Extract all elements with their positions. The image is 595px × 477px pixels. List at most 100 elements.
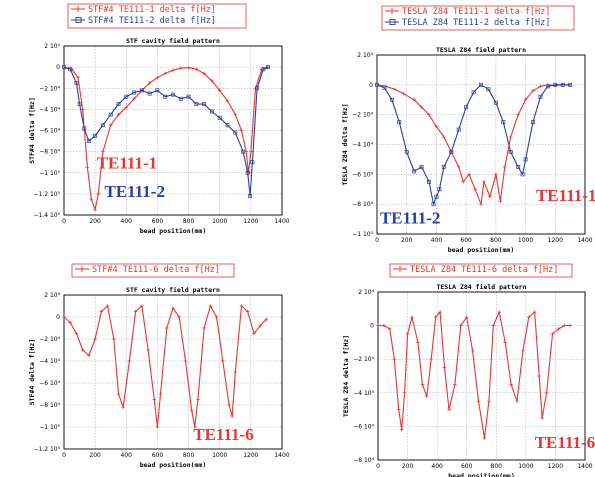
x-tick-label: 1000 xyxy=(212,218,227,225)
data-point xyxy=(163,94,168,99)
legend-marker xyxy=(79,266,85,272)
data-point xyxy=(531,120,535,125)
plot-frame xyxy=(376,54,586,235)
data-point xyxy=(537,374,541,378)
data-point xyxy=(404,150,409,154)
legend: TESLA Z84 TE111-6 delta f[Hz] xyxy=(389,263,573,278)
data-point xyxy=(538,94,543,99)
data-point xyxy=(74,331,79,336)
y-tick-label: −6 10⁴ xyxy=(352,171,373,178)
data-point xyxy=(189,408,194,413)
x-tick-label: 0 xyxy=(62,452,66,459)
data-point xyxy=(76,75,80,80)
data-point xyxy=(429,357,434,361)
y-tick-label: −1.4 10⁵ xyxy=(33,212,60,219)
x-tick-label: 200 xyxy=(402,463,414,470)
y-tick-label: −6 10⁴ xyxy=(353,423,374,430)
data-point xyxy=(392,357,397,361)
y-tick-label: −4 10⁴ xyxy=(39,106,60,113)
data-point xyxy=(196,397,200,402)
data-point xyxy=(532,310,537,314)
data-point xyxy=(498,199,503,203)
data-point xyxy=(89,197,94,201)
data-point xyxy=(233,112,238,117)
data-point xyxy=(193,425,197,429)
data-point xyxy=(401,91,406,96)
data-point xyxy=(264,317,269,321)
legend-box xyxy=(389,263,573,278)
y-tick-label: −2 10⁴ xyxy=(39,336,60,343)
series-2 xyxy=(62,65,270,198)
data-point xyxy=(155,425,160,429)
data-point xyxy=(397,120,402,125)
y-tick-label: −4 10⁴ xyxy=(39,358,60,365)
data-point xyxy=(171,306,175,310)
legend-box xyxy=(71,263,235,278)
data-point xyxy=(550,332,555,336)
data-point xyxy=(508,135,513,139)
y-tick-label: −8 10⁴ xyxy=(39,149,60,156)
data-point xyxy=(87,353,91,358)
data-point xyxy=(540,416,544,420)
annotation-label: TE111-1 xyxy=(536,186,595,205)
data-point xyxy=(560,82,565,87)
data-point xyxy=(488,194,492,199)
legend-marker xyxy=(397,266,403,272)
data-point xyxy=(217,115,222,120)
data-point xyxy=(501,120,506,125)
legend-label: TESLA Z84 TE111-1 delta f[Hz] xyxy=(402,7,550,17)
data-point xyxy=(249,149,253,154)
x-tick-label: 1200 xyxy=(548,463,563,470)
data-point xyxy=(217,88,222,93)
data-point xyxy=(491,323,496,328)
y-tick-label: −2 10⁴ xyxy=(39,85,60,92)
data-point xyxy=(464,315,469,319)
data-point xyxy=(178,96,183,101)
x-axis-label: bead position(mm) xyxy=(140,461,207,469)
data-point xyxy=(93,337,97,341)
data-point xyxy=(68,320,73,325)
x-tick-label: 800 xyxy=(183,218,195,225)
data-point xyxy=(538,84,543,89)
data-point xyxy=(252,331,256,336)
y-tick-label: −4 10⁴ xyxy=(353,390,374,397)
y-tick-label: −8 10⁴ xyxy=(39,402,60,409)
data-point xyxy=(93,207,97,212)
data-point xyxy=(80,348,85,352)
data-point xyxy=(449,150,454,154)
data-point xyxy=(479,82,483,87)
data-point xyxy=(80,107,85,112)
data-point xyxy=(424,394,429,398)
data-point xyxy=(210,79,214,83)
data-point xyxy=(461,179,465,184)
y-tick-label: −2 10⁴ xyxy=(352,112,373,119)
data-point xyxy=(419,105,424,110)
chart-title: TESLA Z84 field pattern xyxy=(436,46,526,54)
data-point xyxy=(375,82,379,87)
data-point xyxy=(476,399,481,403)
data-point xyxy=(186,94,191,99)
legend-marker xyxy=(389,8,395,14)
x-tick-label: 400 xyxy=(121,452,133,459)
data-point xyxy=(121,405,125,409)
y-tick-label: −8 10⁴ xyxy=(353,457,374,464)
data-point xyxy=(508,150,513,154)
data-point xyxy=(239,304,244,308)
data-point xyxy=(486,87,491,92)
data-point xyxy=(261,67,266,72)
data-point xyxy=(152,397,157,402)
y-axis-label: STF#4 delta f[Hz] xyxy=(28,339,36,406)
legend-box xyxy=(67,3,247,29)
x-tick-label: 400 xyxy=(121,218,133,225)
legend: TESLA Z84 TE111-1 delta f[Hz]TESLA Z84 T… xyxy=(381,5,575,31)
data-point xyxy=(266,65,270,70)
annotation-label: TE111-2 xyxy=(104,182,164,201)
x-tick-label: 1200 xyxy=(243,452,258,459)
data-point xyxy=(241,149,246,154)
data-point xyxy=(171,68,175,73)
data-point xyxy=(258,324,262,328)
data-point xyxy=(62,315,66,319)
data-point xyxy=(99,309,104,314)
data-point xyxy=(493,100,498,105)
y-tick-label: −8 10⁴ xyxy=(352,201,373,208)
